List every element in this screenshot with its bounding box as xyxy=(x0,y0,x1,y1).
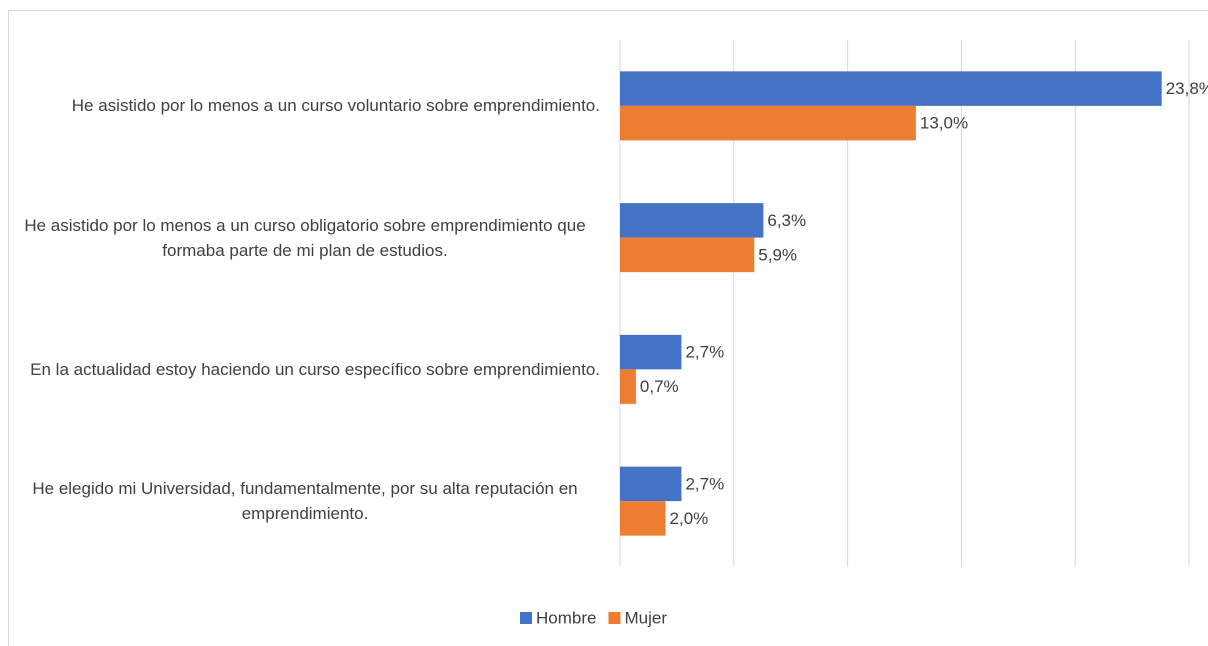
legend-swatch xyxy=(520,612,532,624)
category-label: He asistido por lo menos a un curso obli… xyxy=(24,215,586,260)
category-label: En la actualidad estoy haciendo un curso… xyxy=(30,359,600,379)
data-label: 0,7% xyxy=(640,377,679,396)
data-label: 23,8% xyxy=(1166,79,1208,98)
legend-label: Mujer xyxy=(624,608,667,627)
category-label-box: He asistido por lo menos a un curso volu… xyxy=(10,66,600,146)
bar xyxy=(620,466,682,502)
data-label: 2,0% xyxy=(670,509,709,528)
legend-swatch xyxy=(608,612,621,624)
bar xyxy=(620,501,666,536)
bar xyxy=(620,105,916,141)
bar xyxy=(620,369,636,404)
data-label: 2,7% xyxy=(685,474,724,493)
category-label-box: He elegido mi Universidad, fundamentalme… xyxy=(10,461,600,541)
category-label-box: He asistido por lo menos a un curso obli… xyxy=(10,198,600,278)
data-label: 13,0% xyxy=(920,114,968,133)
data-label: 5,9% xyxy=(758,245,797,264)
category-label: He asistido por lo menos a un curso volu… xyxy=(71,96,600,116)
data-label: 2,7% xyxy=(685,343,724,362)
bar xyxy=(620,237,755,273)
legend-label: Hombre xyxy=(536,608,596,627)
bar xyxy=(620,71,1162,106)
bar xyxy=(620,334,682,370)
data-label: 6,3% xyxy=(767,211,806,230)
bar xyxy=(620,203,764,238)
category-label: He elegido mi Universidad, fundamentalme… xyxy=(32,479,578,524)
category-label-box: En la actualidad estoy haciendo un curso… xyxy=(10,329,600,409)
